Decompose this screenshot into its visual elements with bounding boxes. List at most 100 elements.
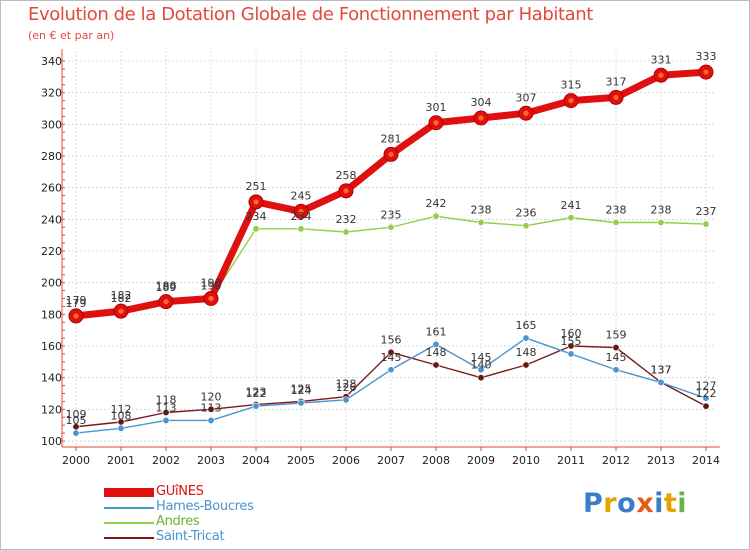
logo-letter: o <box>617 488 637 519</box>
data-label-gu-nes-2010: 307 <box>516 91 537 104</box>
data-label-hames-boucres-2008: 161 <box>426 325 447 338</box>
data-label-gu-nes-2012: 317 <box>606 75 627 88</box>
data-label-andres-2004: 234 <box>246 210 267 223</box>
x-tick-label-2007: 2007 <box>377 454 405 467</box>
data-label-saint-tricat-2013: 137 <box>651 363 672 376</box>
data-point-saint-tricat-2003 <box>207 405 215 413</box>
legend-swatch-andres <box>104 522 154 524</box>
data-label-hames-boucres-2001: 108 <box>111 409 132 422</box>
data-label-saint-tricat-2004: 123 <box>246 386 267 399</box>
data-label-hames-boucres-2005: 124 <box>291 384 312 397</box>
legend-swatch-guines <box>104 488 154 497</box>
data-point-hames-boucres-2004 <box>252 402 260 410</box>
data-label-saint-tricat-2000: 109 <box>66 408 87 421</box>
y-tick-label-200: 200 <box>41 277 62 290</box>
data-label-hames-boucres-2006: 126 <box>336 381 357 394</box>
data-point-saint-tricat-2011 <box>567 342 575 350</box>
proxiti-logo: Proxiti <box>583 488 687 519</box>
data-label-saint-tricat-2014: 122 <box>696 387 717 400</box>
data-point-highlight-gu-nes-2011 <box>568 97 574 104</box>
data-point-hames-boucres-2010 <box>522 334 530 342</box>
x-tick-label-2006: 2006 <box>332 454 360 467</box>
legend-label-saint-tricat: Saint-Tricat <box>156 529 225 544</box>
data-label-saint-tricat-2012: 159 <box>606 329 627 342</box>
data-label-hames-boucres-2014: 127 <box>696 379 717 392</box>
data-point-andres-2005 <box>297 225 305 233</box>
x-tick-label-2012: 2012 <box>602 454 630 467</box>
data-point-saint-tricat-2009 <box>477 374 485 382</box>
data-label-hames-boucres-2002: 113 <box>156 401 177 414</box>
data-label-saint-tricat-2010: 148 <box>516 346 537 359</box>
data-point-andres-2014 <box>702 220 710 228</box>
data-label-andres-2008: 242 <box>426 197 447 210</box>
y-tick-label-140: 140 <box>41 372 62 385</box>
y-tick-label-100: 100 <box>41 435 62 448</box>
data-point-hames-boucres-2012 <box>612 366 620 374</box>
label-layer: 109 112 118 120 123 125 128 156 148 140 148 160 159 1… <box>66 50 717 427</box>
x-tick-label-2004: 2004 <box>242 454 270 467</box>
axis-layer: 100 120 140 160 180 200 220 240 260 280 300 320 340 2… <box>41 49 720 467</box>
data-label-hames-boucres-2012: 145 <box>606 351 627 364</box>
data-point-andres-2008 <box>432 212 440 220</box>
data-label-gu-nes-2000: 179 <box>66 294 87 307</box>
y-tick-label-280: 280 <box>41 150 62 163</box>
data-label-saint-tricat-2001: 112 <box>111 403 132 416</box>
data-point-andres-2007 <box>387 223 395 231</box>
series-layer <box>68 64 714 437</box>
data-label-andres-2012: 238 <box>606 204 627 217</box>
data-point-hames-boucres-2002 <box>162 416 170 424</box>
x-tick-label-2010: 2010 <box>512 454 540 467</box>
data-point-andres-2006 <box>342 228 350 236</box>
logo-letter: x <box>636 488 655 519</box>
data-point-andres-2010 <box>522 222 530 230</box>
data-label-andres-2002: 189 <box>156 281 177 294</box>
data-point-hames-boucres-2014 <box>702 394 710 402</box>
data-label-saint-tricat-2003: 120 <box>201 390 222 403</box>
data-label-andres-2006: 232 <box>336 213 357 226</box>
x-tick-label-2002: 2002 <box>152 454 180 467</box>
legend-swatch-saint-tricat <box>104 537 154 539</box>
x-tick-label-2001: 2001 <box>107 454 135 467</box>
data-label-saint-tricat-2011: 160 <box>561 327 582 340</box>
logo-letter: t <box>663 488 678 519</box>
data-label-andres-2010: 236 <box>516 207 537 220</box>
data-point-highlight-gu-nes-2009 <box>478 115 484 121</box>
legend-swatch-hames-boucres <box>104 507 154 509</box>
data-label-hames-boucres-2000: 105 <box>66 414 87 427</box>
y-tick-label-260: 260 <box>41 182 62 195</box>
data-label-hames-boucres-2007: 145 <box>381 351 402 364</box>
legend-label-andres: Andres <box>156 514 200 529</box>
data-label-gu-nes-2006: 258 <box>336 169 357 182</box>
data-point-hames-boucres-2005 <box>297 399 305 407</box>
data-label-andres-2000: 179 <box>66 297 87 310</box>
data-label-gu-nes-2013: 331 <box>651 53 672 66</box>
data-point-saint-tricat-2010 <box>522 361 530 369</box>
data-label-hames-boucres-2011: 155 <box>561 335 582 348</box>
x-tick-label-2009: 2009 <box>467 454 495 467</box>
chart-subtitle: (en € et par an) <box>28 29 115 42</box>
data-point-andres-2011 <box>567 214 575 222</box>
data-label-gu-nes-2005: 245 <box>291 189 312 202</box>
x-tick-label-2011: 2011 <box>557 454 585 467</box>
y-tick-label-160: 160 <box>41 340 62 353</box>
data-label-gu-nes-2003: 190 <box>201 277 222 290</box>
data-point-highlight-gu-nes-2001 <box>118 308 124 314</box>
data-point-andres-2012 <box>612 219 620 227</box>
data-point-andres-2009 <box>477 219 485 227</box>
data-label-hames-boucres-2009: 145 <box>471 351 492 364</box>
data-label-gu-nes-2001: 182 <box>111 289 132 302</box>
data-label-gu-nes-2004: 251 <box>246 180 267 193</box>
data-label-gu-nes-2002: 188 <box>156 280 177 293</box>
data-point-highlight-gu-nes-2005 <box>298 208 304 215</box>
data-point-highlight-gu-nes-2006 <box>343 188 349 194</box>
data-label-andres-2014: 237 <box>696 205 717 218</box>
chart-title: Evolution de la Dotation Globale de Fonc… <box>28 4 593 25</box>
data-point-hames-boucres-2011 <box>567 350 575 358</box>
data-label-saint-tricat-2006: 128 <box>336 378 357 391</box>
data-label-andres-2009: 238 <box>471 204 492 217</box>
data-label-andres-2011: 241 <box>561 199 582 212</box>
data-point-hames-boucres-2006 <box>342 396 350 404</box>
x-tick-label-2014: 2014 <box>692 454 720 467</box>
data-point-highlight-gu-nes-2003 <box>208 295 214 302</box>
x-tick-label-2005: 2005 <box>287 454 315 467</box>
